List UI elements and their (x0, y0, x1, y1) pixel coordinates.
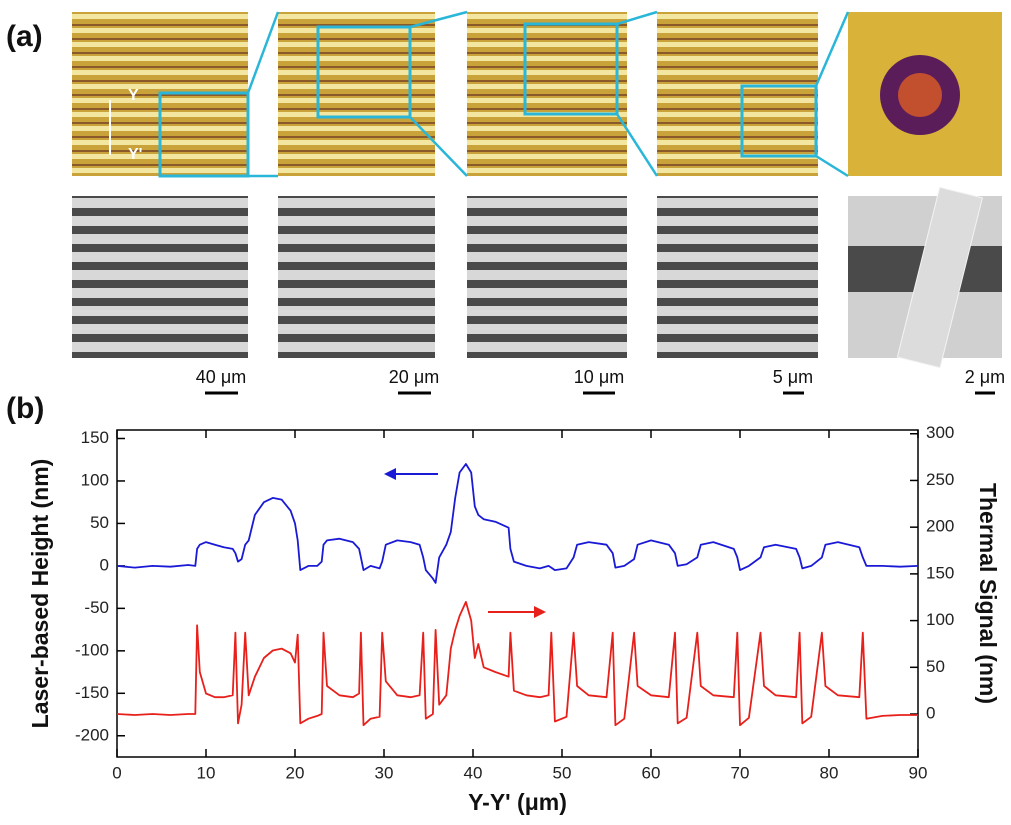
y-tick-label: 100 (81, 470, 109, 489)
x-tick-label: 40 (464, 763, 483, 782)
y2-tick-label: 50 (926, 657, 945, 676)
y2-tick-label: 150 (926, 563, 954, 582)
y-axis-title: Laser-based Height (nm) (27, 459, 53, 729)
x-tick-label: 10 (197, 763, 216, 782)
y-tick-label: 0 (100, 555, 109, 574)
x-axis-title: Y-Y' (μm) (468, 789, 567, 815)
sem-image (657, 196, 818, 358)
zoom-box (523, 22, 619, 116)
x-tick-label: 60 (642, 763, 661, 782)
x-tick-label: 50 (553, 763, 572, 782)
afm-image (657, 12, 818, 176)
plot-frame (116, 429, 919, 758)
axis-arrows (384, 468, 546, 618)
y2-tick-label: 200 (926, 517, 954, 536)
scale-label: 10 μm (574, 367, 624, 387)
y-tick-label: 150 (81, 428, 109, 447)
sem-feature (896, 186, 983, 369)
zoom-box (158, 91, 250, 178)
afm-feature (898, 73, 942, 117)
y2-tick-label: 100 (926, 610, 954, 629)
zoom-box (740, 84, 818, 158)
y2-tick-label: 0 (926, 704, 935, 723)
x-tick-label: 90 (909, 763, 928, 782)
scale-label: 20 μm (389, 367, 439, 387)
y-tick-label: 50 (90, 513, 109, 532)
y2-tick-label: 250 (926, 470, 954, 489)
sem-image (467, 196, 627, 358)
scale-label: 5 μm (773, 367, 813, 387)
y2-axis-title: Thermal Signal (nm) (975, 483, 1001, 704)
y-tick-label: -200 (75, 725, 109, 744)
panel-label: (b) (6, 392, 44, 425)
data-line (116, 463, 919, 584)
marker-label: Y (128, 87, 139, 104)
panel-label: (a) (6, 20, 43, 53)
y-tick-label: -50 (84, 598, 109, 617)
sem-row (72, 186, 1002, 369)
y-tick-label: -150 (75, 683, 109, 702)
scale-label: 2 μm (965, 367, 1005, 387)
y-tick-label: -100 (75, 640, 109, 659)
x-tick-label: 30 (375, 763, 394, 782)
sem-image (278, 196, 435, 358)
x-tick-label: 70 (731, 763, 750, 782)
zoom-box (316, 25, 412, 119)
data-line (116, 601, 918, 727)
sem-image (72, 196, 248, 358)
x-tick-label: 20 (286, 763, 305, 782)
x-tick-label: 80 (820, 763, 839, 782)
afm-image (467, 12, 627, 176)
zoom-lines (246, 10, 850, 178)
y2-tick-label: 300 (926, 423, 954, 442)
marker-label: Y' (128, 146, 142, 163)
x-tick-label: 0 (112, 763, 121, 782)
afm-row: Y Y' (72, 10, 1002, 178)
scale-label: 40 μm (196, 367, 246, 387)
plot: 0 10 20 30 40 50 60 70 80 90 -200 -150 -100 -50 0 50 100… (27, 423, 1001, 815)
